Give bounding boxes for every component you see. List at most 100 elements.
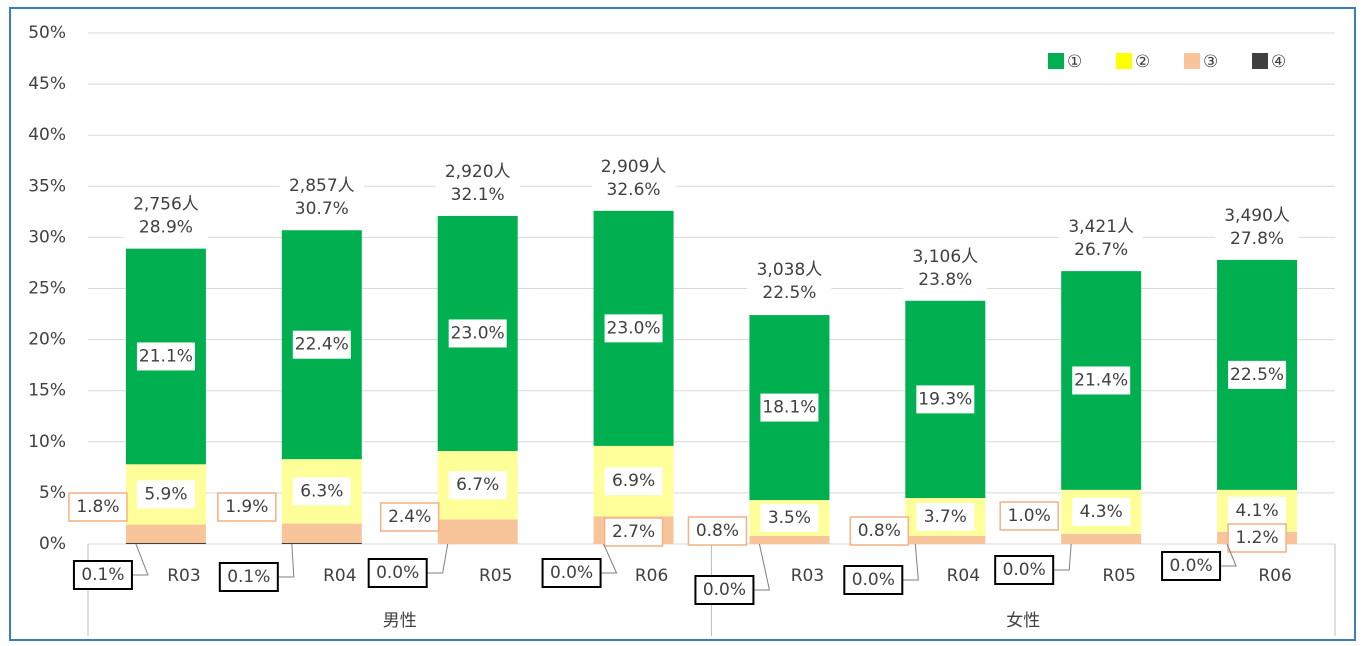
value-label: 4.3%: [1080, 502, 1123, 522]
value-label-box: [136, 480, 195, 509]
value-label-box: [999, 501, 1059, 531]
legend-label: ④: [1271, 52, 1286, 72]
total-label-box: [747, 258, 832, 307]
total-label: 23.8%: [918, 270, 972, 290]
value-label-box: [1161, 551, 1222, 581]
value-label-box: [994, 555, 1055, 585]
value-label-box: [916, 385, 975, 414]
bar-segment: [749, 535, 830, 544]
count-label: 3,490人: [1224, 206, 1290, 226]
total-label: 28.9%: [139, 218, 193, 238]
value-label-box: [760, 503, 819, 532]
x-tick-label: R05: [1102, 566, 1135, 586]
value-label: 3.5%: [768, 508, 811, 528]
y-tick-label: 45%: [28, 74, 66, 94]
legend-swatch: [1116, 53, 1132, 69]
value-label-box: [916, 502, 975, 531]
value-label: 5.9%: [144, 484, 187, 504]
value-label: 21.1%: [139, 346, 193, 366]
bar-segment: [281, 523, 362, 543]
x-tick-label: R05: [479, 566, 512, 586]
leader-line: [902, 543, 919, 581]
count-label: 3,038人: [757, 260, 823, 280]
count-label: 2,909人: [601, 157, 667, 177]
bar-segment: [905, 535, 986, 544]
count-label: 2,756人: [133, 195, 199, 215]
value-label-box: [843, 565, 904, 595]
value-label-box: [292, 477, 351, 506]
legend-swatch: [1184, 53, 1200, 69]
value-label: 22.5%: [1230, 365, 1284, 385]
bar-segment: [437, 519, 518, 544]
legend-swatch: [1048, 53, 1064, 69]
value-label: 6.7%: [456, 475, 499, 495]
value-label: 0.0%: [376, 563, 419, 583]
value-label-box: [541, 558, 602, 588]
count-label: 2,857人: [289, 176, 355, 196]
group-label: 男性: [383, 611, 417, 631]
leader-line: [1220, 543, 1237, 567]
value-label: 18.1%: [762, 398, 816, 418]
leader-line: [426, 543, 449, 574]
y-tick-label: 0%: [39, 534, 66, 554]
value-label-box: [72, 560, 133, 590]
count-label: 2,920人: [445, 162, 511, 182]
value-label-box: [849, 516, 910, 546]
count-label: 3,421人: [1068, 217, 1134, 237]
value-label: 2.4%: [388, 507, 431, 527]
value-label-box: [1072, 366, 1131, 395]
value-label-box: [292, 330, 351, 359]
value-label: 0.1%: [81, 565, 124, 585]
value-label: 2.7%: [612, 522, 655, 542]
y-tick-label: 20%: [28, 330, 66, 350]
y-tick-label: 50%: [28, 23, 66, 43]
value-label: 0.8%: [696, 521, 739, 541]
value-label: 21.4%: [1074, 370, 1128, 390]
value-label-box: [760, 393, 819, 422]
leader-line: [277, 543, 295, 578]
x-tick-label: R04: [947, 566, 980, 586]
value-label: 0.0%: [1169, 556, 1212, 576]
total-label-box: [123, 192, 208, 241]
legend-label: ③: [1203, 52, 1218, 72]
y-tick-label: 15%: [28, 381, 66, 401]
leader-line: [131, 543, 149, 576]
total-label: 22.5%: [762, 283, 816, 303]
value-label: 1.0%: [1008, 506, 1051, 526]
value-label: 23.0%: [451, 323, 505, 343]
x-tick-label: R04: [323, 566, 356, 586]
value-label: 6.9%: [612, 471, 655, 491]
value-label-box: [367, 558, 428, 588]
x-tick-label: R06: [1258, 566, 1291, 586]
legend-swatch: [1252, 53, 1268, 69]
value-label-box: [694, 575, 755, 605]
y-tick-label: 35%: [28, 176, 66, 196]
value-label: 0.0%: [1003, 560, 1046, 580]
x-tick-label: R03: [791, 566, 824, 586]
total-label: 26.7%: [1074, 240, 1128, 260]
value-label: 1.2%: [1235, 528, 1278, 548]
total-label-box: [591, 154, 676, 203]
x-tick-label: R06: [635, 566, 668, 586]
bar-segment: [1061, 533, 1142, 544]
x-tick-label: R03: [167, 566, 200, 586]
value-label: 23.0%: [607, 318, 661, 338]
total-label-box: [903, 244, 988, 293]
total-label: 32.1%: [451, 185, 505, 205]
total-label-box: [1215, 203, 1300, 252]
y-tick-label: 10%: [28, 432, 66, 452]
y-tick-label: 30%: [28, 227, 66, 247]
value-label-box: [1227, 523, 1287, 553]
leader-line: [1053, 543, 1072, 571]
total-label: 27.8%: [1230, 229, 1284, 249]
value-label-box: [604, 314, 663, 343]
bar-segment: [125, 524, 206, 543]
value-label: 1.8%: [76, 497, 119, 517]
count-label: 3,106人: [912, 247, 978, 267]
value-label-box: [603, 517, 664, 547]
total-label: 30.7%: [295, 199, 349, 219]
value-label-box: [1228, 360, 1287, 389]
value-label-box: [379, 502, 440, 532]
group-label: 女性: [1006, 611, 1040, 631]
